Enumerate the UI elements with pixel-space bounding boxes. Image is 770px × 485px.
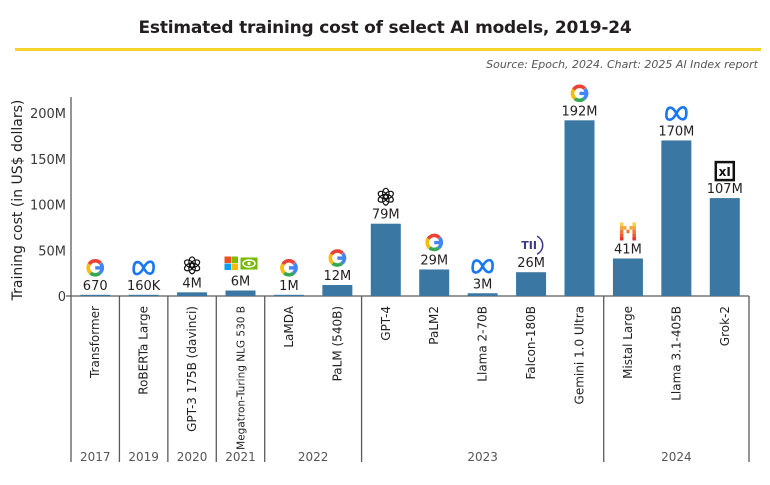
value-label: 107M (707, 182, 743, 197)
category-label: GPT-4 (379, 306, 393, 341)
y-tick-label: 0 (58, 290, 66, 305)
year-label: 2022 (298, 450, 329, 464)
google-icon (86, 259, 105, 277)
y-tick-label: 150M (30, 153, 66, 168)
year-label: 2019 (128, 450, 159, 464)
category-label: RoBERTa Large (137, 306, 151, 395)
svg-text:TII: TII (521, 239, 537, 252)
bar (709, 198, 740, 296)
category-label: Mistal Large (621, 306, 635, 379)
bar (225, 290, 256, 296)
category-label: GPT-3 175B (davinci) (185, 306, 199, 432)
google-icon (280, 259, 298, 277)
value-label: 160K (127, 279, 161, 294)
category-label: LaMDA (282, 305, 296, 347)
bar (80, 294, 111, 296)
microsoft-nvidia-icon (224, 256, 258, 271)
tii-icon: TII (521, 235, 544, 255)
category-label: PaLM2 (427, 306, 441, 345)
category-label: Transformer (88, 306, 102, 379)
bar (564, 120, 595, 296)
value-label: 29M (420, 253, 448, 268)
category-label: Gemini 1.0 Ultra (573, 306, 587, 404)
chart-source: Source: Epoch, 2024. Chart: 2025 AI Inde… (486, 58, 758, 71)
value-label: 6M (231, 275, 251, 290)
category-label: Llama 3.1-405B (669, 306, 683, 401)
bar (370, 223, 401, 296)
y-tick-label: 50M (38, 244, 66, 259)
xai-icon: xI (714, 160, 736, 182)
value-label: 12M (323, 269, 351, 284)
value-label: 670 (83, 279, 108, 294)
chart-title: Estimated training cost of select AI mod… (138, 18, 632, 38)
value-label: 170M (658, 124, 694, 139)
bar (322, 285, 353, 296)
bar (661, 140, 692, 296)
bar (516, 272, 547, 296)
meta-icon (471, 258, 494, 274)
google-icon (425, 233, 444, 252)
y-tick-label: 200M (30, 107, 66, 122)
year-label: 2017 (80, 450, 111, 464)
year-label: 2024 (661, 450, 692, 464)
openai-icon (377, 187, 394, 206)
category-label: Falcon-180B (524, 306, 538, 380)
meta-icon (665, 106, 688, 121)
value-label: 3M (473, 277, 493, 292)
value-label: 192M (561, 104, 597, 119)
mistral-icon (619, 222, 636, 241)
value-label: 4M (182, 276, 202, 291)
title-rule (15, 48, 761, 51)
category-label: Grok-2 (718, 306, 732, 346)
google-icon (570, 84, 589, 103)
svg-text:xI: xI (719, 165, 731, 179)
category-label: PaLM (540B) (330, 306, 344, 381)
year-label: 2021 (225, 450, 256, 464)
bar (128, 294, 159, 296)
y-tick-label: 100M (30, 199, 66, 214)
bar (177, 292, 208, 296)
bar (467, 293, 498, 296)
bar (273, 294, 304, 296)
value-label: 1M (279, 279, 299, 294)
category-label: Megatron-Turing NLG 530 B (236, 306, 248, 450)
value-label: 26M (517, 256, 545, 271)
bar (419, 269, 450, 296)
category-label: Llama 2-70B (476, 306, 490, 382)
value-label: 41M (614, 242, 642, 257)
value-label: 79M (372, 208, 400, 223)
bar (612, 258, 643, 296)
year-label: 2020 (177, 450, 208, 464)
year-label: 2023 (467, 450, 498, 464)
google-icon (328, 249, 347, 267)
meta-icon (132, 260, 155, 276)
openai-icon (183, 256, 201, 275)
